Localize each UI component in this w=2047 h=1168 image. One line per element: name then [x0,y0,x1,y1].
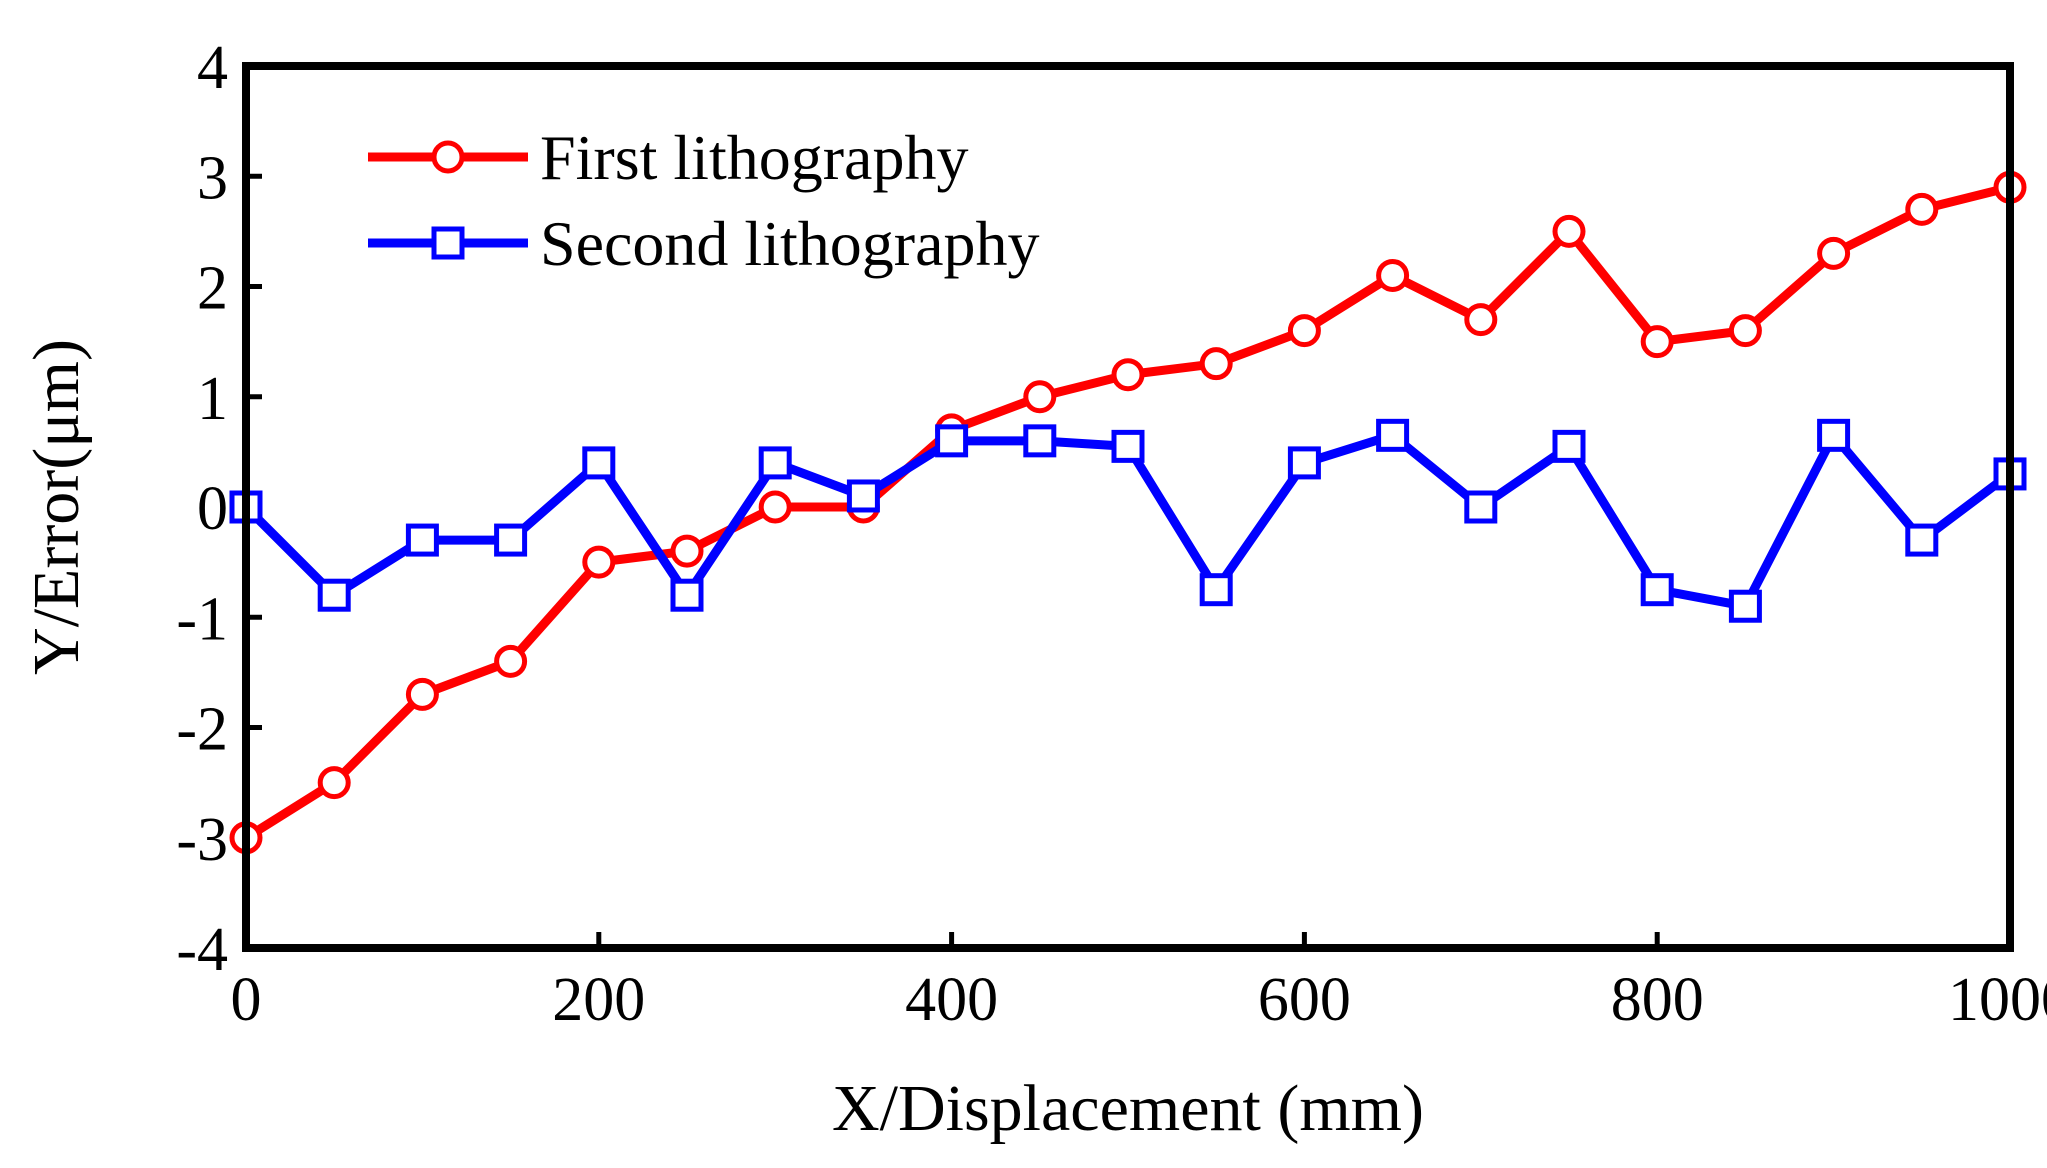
y-tick-label: 2 [197,255,228,323]
x-tick-label: 400 [905,966,998,1034]
second-lithography-point [935,424,969,458]
second-lithography-point [1023,424,1057,458]
first-lithography-point [1728,314,1762,348]
first-lithography-point [1111,358,1145,392]
legend: First lithography Second lithography [368,122,1039,279]
y-tick-label: 3 [197,144,228,212]
legend-item-first-lithography: First lithography [368,122,968,193]
series-line-first-lithography [243,182,2012,842]
first-lithography-point [1905,192,1939,226]
y-tick-labels: -4 -3 -2 -1 0 1 2 3 4 [176,34,228,984]
x-tick-label: 0 [231,966,262,1034]
x-tick-label: 1000 [1948,966,2047,1034]
first-lithography-point [1817,236,1851,270]
second-lithography-point [1376,418,1410,452]
first-lithography-point [317,766,351,800]
second-lithography-point [846,479,880,513]
legend-marker-first [431,140,465,174]
first-lithography-point [1464,303,1498,337]
first-lithography-point [670,534,704,568]
ticks-layer [243,63,2013,951]
y-axis-title: Y/Error(μm) [20,339,93,675]
first-lithography-point [1199,347,1233,381]
y-tick-label: 4 [197,34,228,102]
first-lithography-point [1023,380,1057,414]
series-layer [229,170,2027,855]
x-tick-label: 200 [552,966,645,1034]
x-axis-title: X/Displacement (mm) [832,1072,1424,1145]
first-lithography-point [1287,314,1321,348]
second-lithography-point [1728,589,1762,623]
plot-area-frame [242,62,2014,952]
second-lithography-point [1905,523,1939,557]
legend-label-first: First lithography [540,122,968,193]
x-tick-labels: 0 200 400 600 800 1000 [231,966,2047,1034]
second-lithography-point [1199,573,1233,607]
second-lithography-point [1817,418,1851,452]
legend-marker-second [431,226,465,260]
y-tick-label: -1 [176,585,228,653]
first-lithography-point [758,490,792,524]
second-lithography-point [405,523,439,557]
second-lithography-point [1287,446,1321,480]
first-lithography-point [1640,325,1674,359]
y-tick-label: -3 [176,806,228,874]
second-lithography-point [1464,490,1498,524]
second-lithography-point [670,578,704,612]
first-lithography-point [405,677,439,711]
second-lithography-point [582,446,616,480]
second-lithography-point [494,523,528,557]
second-lithography-point [1640,573,1674,607]
y-tick-label: -2 [176,696,228,764]
second-lithography-point [1111,429,1145,463]
second-lithography-point [1552,429,1586,463]
first-lithography-point [1376,258,1410,292]
legend-label-second: Second lithography [540,208,1039,279]
first-lithography-point [582,545,616,579]
second-lithography-point [758,446,792,480]
x-tick-label: 800 [1611,966,1704,1034]
first-lithography-point [1552,214,1586,248]
first-lithography-point [494,644,528,678]
y-tick-label: 0 [197,475,228,543]
second-lithography-point [317,578,351,612]
y-tick-label: 1 [197,365,228,433]
x-tick-label: 600 [1258,966,1351,1034]
legend-item-second-lithography: Second lithography [368,208,1039,279]
y-tick-label: -4 [176,916,228,984]
